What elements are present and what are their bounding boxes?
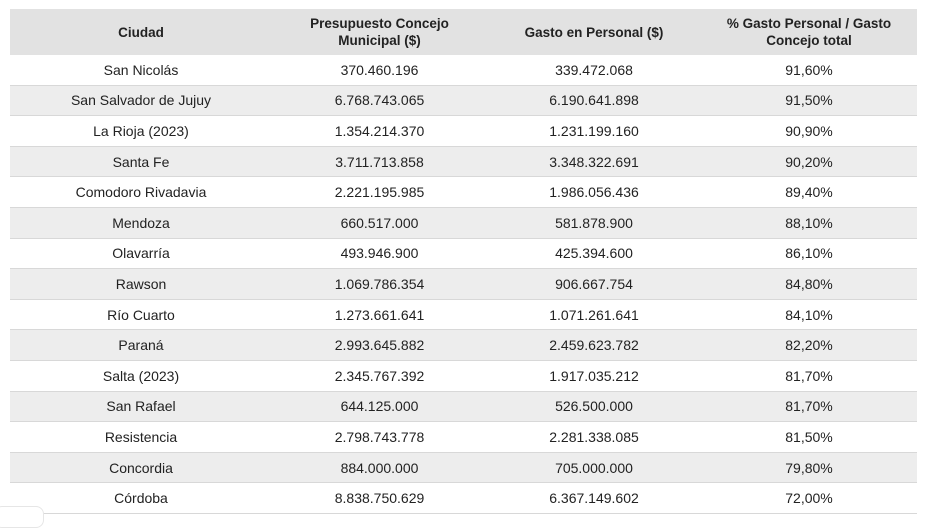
cell-gasto-personal: 6.190.641.898	[487, 85, 701, 117]
table-row: Santa Fe 3.711.713.858 3.348.322.691 90,20%	[10, 146, 917, 178]
cell-presupuesto: 2.798.743.778	[272, 421, 487, 453]
cell-gasto-personal: 425.394.600	[487, 238, 701, 270]
cell-presupuesto: 2.221.195.985	[272, 176, 487, 208]
table-row: Salta (2023) 2.345.767.392 1.917.035.212 81…	[10, 360, 917, 392]
cell-ciudad: Santa Fe	[10, 146, 272, 178]
cell-presupuesto: 644.125.000	[272, 391, 487, 423]
cell-porcentaje: 72,00%	[701, 482, 917, 514]
cell-gasto-personal: 1.231.199.160	[487, 115, 701, 147]
cell-ciudad: San Nicolás	[10, 55, 272, 86]
cell-ciudad: Comodoro Rivadavia	[10, 176, 272, 208]
cell-ciudad: Río Cuarto	[10, 299, 272, 331]
table-row: San Salvador de Jujuy 6.768.743.065 6.190.…	[10, 85, 917, 117]
cell-presupuesto: 884.000.000	[272, 452, 487, 484]
header-presupuesto: Presupuesto Concejo Municipal ($)	[272, 9, 487, 55]
table-row: San Rafael 644.125.000 526.500.000 81,70%	[10, 391, 917, 423]
cell-presupuesto: 3.711.713.858	[272, 146, 487, 178]
cell-ciudad: Resistencia	[10, 421, 272, 453]
cell-gasto-personal: 3.348.322.691	[487, 146, 701, 178]
cell-presupuesto: 2.345.767.392	[272, 360, 487, 392]
header-gasto-personal: Gasto en Personal ($)	[487, 9, 701, 55]
table-row: Río Cuarto 1.273.661.641 1.071.261.641 84,1…	[10, 299, 917, 331]
cell-porcentaje: 88,10%	[701, 207, 917, 239]
cell-porcentaje: 81,70%	[701, 391, 917, 423]
cell-porcentaje: 79,80%	[701, 452, 917, 484]
cell-presupuesto: 660.517.000	[272, 207, 487, 239]
table-row: Rawson 1.069.786.354 906.667.754 84,80%	[10, 268, 917, 300]
cell-ciudad: San Rafael	[10, 391, 272, 423]
cell-ciudad: Rawson	[10, 268, 272, 300]
corner-widget	[0, 506, 44, 528]
cell-ciudad: Mendoza	[10, 207, 272, 239]
table-row: La Rioja (2023) 1.354.214.370 1.231.199.16…	[10, 115, 917, 147]
cell-presupuesto: 2.993.645.882	[272, 329, 487, 361]
cell-gasto-personal: 339.472.068	[487, 55, 701, 86]
cell-porcentaje: 81,50%	[701, 421, 917, 453]
cell-porcentaje: 90,20%	[701, 146, 917, 178]
budget-table: Ciudad Presupuesto Concejo Municipal ($)…	[10, 9, 917, 514]
header-ciudad: Ciudad	[10, 9, 272, 55]
cell-porcentaje: 84,80%	[701, 268, 917, 300]
cell-porcentaje: 84,10%	[701, 299, 917, 331]
cell-presupuesto: 493.946.900	[272, 238, 487, 270]
table-row: Olavarría 493.946.900 425.394.600 86,10%	[10, 238, 917, 270]
cell-ciudad: Olavarría	[10, 238, 272, 270]
cell-presupuesto: 370.460.196	[272, 55, 487, 86]
cell-porcentaje: 86,10%	[701, 238, 917, 270]
cell-porcentaje: 91,50%	[701, 85, 917, 117]
cell-ciudad: Salta (2023)	[10, 360, 272, 392]
cell-ciudad: Córdoba	[10, 482, 272, 514]
cell-gasto-personal: 2.281.338.085	[487, 421, 701, 453]
table-header: Ciudad Presupuesto Concejo Municipal ($)…	[10, 9, 917, 55]
table-row: Concordia 884.000.000 705.000.000 79,80%	[10, 452, 917, 484]
cell-porcentaje: 82,20%	[701, 329, 917, 361]
cell-gasto-personal: 526.500.000	[487, 391, 701, 423]
cell-porcentaje: 91,60%	[701, 55, 917, 86]
cell-gasto-personal: 2.459.623.782	[487, 329, 701, 361]
data-table-container: Ciudad Presupuesto Concejo Municipal ($)…	[10, 9, 917, 514]
cell-gasto-personal: 1.071.261.641	[487, 299, 701, 331]
cell-presupuesto: 1.069.786.354	[272, 268, 487, 300]
cell-gasto-personal: 906.667.754	[487, 268, 701, 300]
cell-gasto-personal: 1.986.056.436	[487, 176, 701, 208]
cell-gasto-personal: 1.917.035.212	[487, 360, 701, 392]
table-row: Córdoba 8.838.750.629 6.367.149.602 72,00%	[10, 482, 917, 514]
header-porcentaje: % Gasto Personal / Gasto Concejo total	[701, 9, 917, 55]
cell-ciudad: La Rioja (2023)	[10, 115, 272, 147]
cell-gasto-personal: 705.000.000	[487, 452, 701, 484]
table-row: Mendoza 660.517.000 581.878.900 88,10%	[10, 207, 917, 239]
cell-presupuesto: 1.273.661.641	[272, 299, 487, 331]
table-row: Comodoro Rivadavia 2.221.195.985 1.986.056…	[10, 176, 917, 208]
table-body: San Nicolás 370.460.196 339.472.068 91,60% S…	[10, 55, 917, 514]
table-row: Resistencia 2.798.743.778 2.281.338.085 81,…	[10, 421, 917, 453]
table-row: Paraná 2.993.645.882 2.459.623.782 82,20%	[10, 329, 917, 361]
cell-porcentaje: 81,70%	[701, 360, 917, 392]
table-row: San Nicolás 370.460.196 339.472.068 91,60%	[10, 55, 917, 86]
cell-presupuesto: 1.354.214.370	[272, 115, 487, 147]
cell-presupuesto: 6.768.743.065	[272, 85, 487, 117]
header-row: Ciudad Presupuesto Concejo Municipal ($)…	[10, 9, 917, 55]
cell-gasto-personal: 6.367.149.602	[487, 482, 701, 514]
cell-gasto-personal: 581.878.900	[487, 207, 701, 239]
cell-ciudad: Paraná	[10, 329, 272, 361]
cell-porcentaje: 90,90%	[701, 115, 917, 147]
cell-porcentaje: 89,40%	[701, 176, 917, 208]
cell-ciudad: San Salvador de Jujuy	[10, 85, 272, 117]
cell-presupuesto: 8.838.750.629	[272, 482, 487, 514]
cell-ciudad: Concordia	[10, 452, 272, 484]
